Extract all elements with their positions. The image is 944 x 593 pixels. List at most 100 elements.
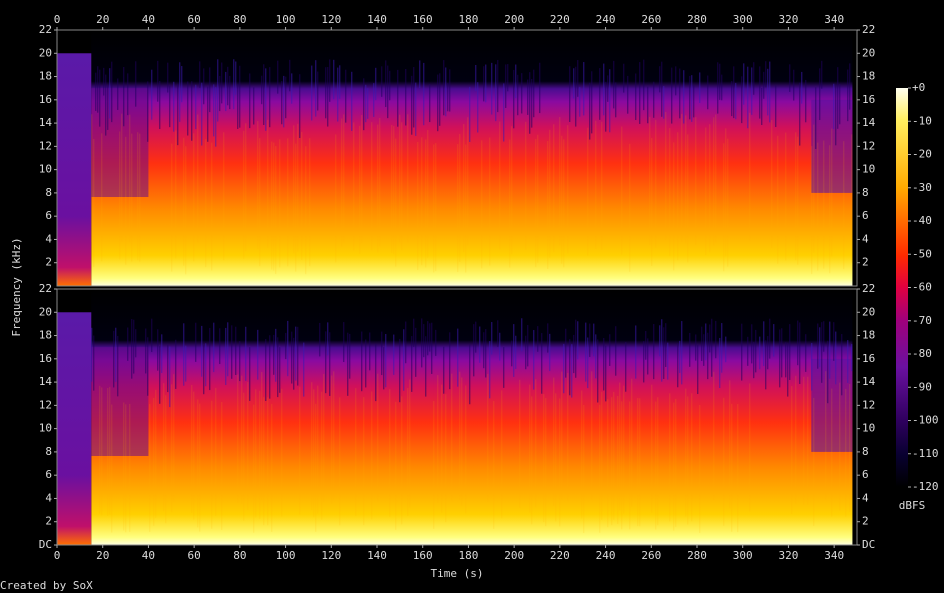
y-tick-label: 22 <box>862 282 875 295</box>
spectrum-texture <box>831 388 833 517</box>
spectrum-texture <box>509 139 511 268</box>
spectrum-texture <box>499 332 501 361</box>
spectrum-texture <box>811 146 813 275</box>
spectrum-texture <box>371 391 373 520</box>
spectrum-texture <box>299 386 301 515</box>
spectrum-texture <box>623 385 625 514</box>
spectrum-texture <box>437 74 439 132</box>
spectrum-texture <box>725 128 727 257</box>
spectrum-texture <box>95 72 97 111</box>
spectrum-texture <box>403 329 405 391</box>
spectrum-texture <box>423 324 425 358</box>
spectrum-texture <box>465 385 467 514</box>
spectrum-texture <box>109 68 111 119</box>
spectrum-texture <box>695 334 697 361</box>
spectrum-texture <box>201 82 203 146</box>
spectrum-texture <box>749 383 751 512</box>
spectrum-texture <box>675 398 677 527</box>
spectrum-texture <box>345 69 347 123</box>
spectrum-texture <box>393 126 395 255</box>
spectrum-texture <box>321 391 323 520</box>
spectrum-texture <box>193 133 195 262</box>
spectrum-texture <box>101 133 103 262</box>
y-tick-label: 2 <box>45 256 52 269</box>
spectrum-texture <box>607 75 609 102</box>
y-tick-label: 18 <box>862 70 875 83</box>
spectrum-texture <box>289 59 291 92</box>
spectrum-texture <box>183 323 185 386</box>
spectrum-texture <box>835 331 837 385</box>
spectrum-texture <box>797 136 799 265</box>
spectrum-texture <box>771 120 773 249</box>
spectrum-texture <box>483 66 485 102</box>
spectrum-texture <box>713 117 715 246</box>
spectrum-texture <box>261 371 263 500</box>
colorbar-tick-label: -120 <box>912 480 939 493</box>
spectrum-texture <box>489 137 491 266</box>
spectrum-texture <box>333 371 335 500</box>
spectrum-texture <box>767 336 769 370</box>
spectrum-texture <box>419 60 421 89</box>
spectrum-texture <box>175 339 177 389</box>
y-tick-label: DC <box>39 538 52 551</box>
spectrum-texture <box>789 64 791 92</box>
spectrum-texture <box>97 66 99 113</box>
spectrum-texture <box>343 114 345 243</box>
spectrum-texture <box>231 325 233 379</box>
spectrum-texture <box>677 132 679 261</box>
spectrum-texture <box>193 391 195 520</box>
spectrum-texture <box>529 72 531 134</box>
spectrum-texture <box>475 321 477 353</box>
x-tick-label: 200 <box>504 13 524 26</box>
spectrum-texture <box>683 70 685 124</box>
y-tick-label: 10 <box>39 422 52 435</box>
x-tick-label: 280 <box>687 549 707 562</box>
spectrum-texture <box>399 338 401 403</box>
spectrum-texture <box>381 66 383 97</box>
spectrum-texture <box>497 59 499 113</box>
colorbar <box>896 88 908 487</box>
spectrum-texture <box>457 328 459 387</box>
spectrum-texture <box>495 64 497 122</box>
spectrum-texture <box>597 339 599 403</box>
spectrum-texture <box>105 74 107 136</box>
y-tick-label: 16 <box>862 352 875 365</box>
spectrum-texture <box>243 130 245 259</box>
y-tick-label: 6 <box>862 468 869 481</box>
spectrum-texture <box>831 128 833 257</box>
spectrum-texture <box>383 347 385 390</box>
spectrum-texture <box>123 66 125 127</box>
y-tick-label: 8 <box>862 445 869 458</box>
spectrum-texture <box>445 67 447 117</box>
spectrum-texture <box>253 404 255 533</box>
spectrum-texture <box>709 324 711 353</box>
spectrum-texture <box>157 60 159 102</box>
spectrum-texture <box>195 84 197 130</box>
spectrum-texture <box>207 86 209 142</box>
spectrum-texture <box>605 81 607 132</box>
spectrum-texture <box>457 144 459 273</box>
y-tick-label: 14 <box>862 116 876 129</box>
spectrum-texture <box>647 338 649 375</box>
spectrum-texture <box>375 67 377 101</box>
spectrum-texture <box>655 401 657 530</box>
spectrum-texture <box>787 342 789 397</box>
spectrum-texture <box>665 112 667 241</box>
x-tick-label: 180 <box>458 13 478 26</box>
spectrum-texture <box>589 323 591 357</box>
colorbar-tick-label: -30 <box>912 181 932 194</box>
spectrum-texture <box>337 67 339 122</box>
spectrum-texture <box>755 329 757 373</box>
x-tick-label: 240 <box>596 13 616 26</box>
spectrum-texture <box>491 322 493 355</box>
colorbar-label: dBFS <box>899 499 926 512</box>
colorbar-tick-label: -60 <box>912 281 932 294</box>
spectrum-texture <box>239 65 241 128</box>
spectrum-texture <box>127 73 129 116</box>
spectrum-texture <box>533 330 535 390</box>
spectrum-texture <box>395 401 397 530</box>
spectrum-texture <box>359 125 361 254</box>
spectrum-texture <box>671 67 673 124</box>
spectrum-texture <box>93 139 95 268</box>
spectrum-texture <box>417 141 419 270</box>
